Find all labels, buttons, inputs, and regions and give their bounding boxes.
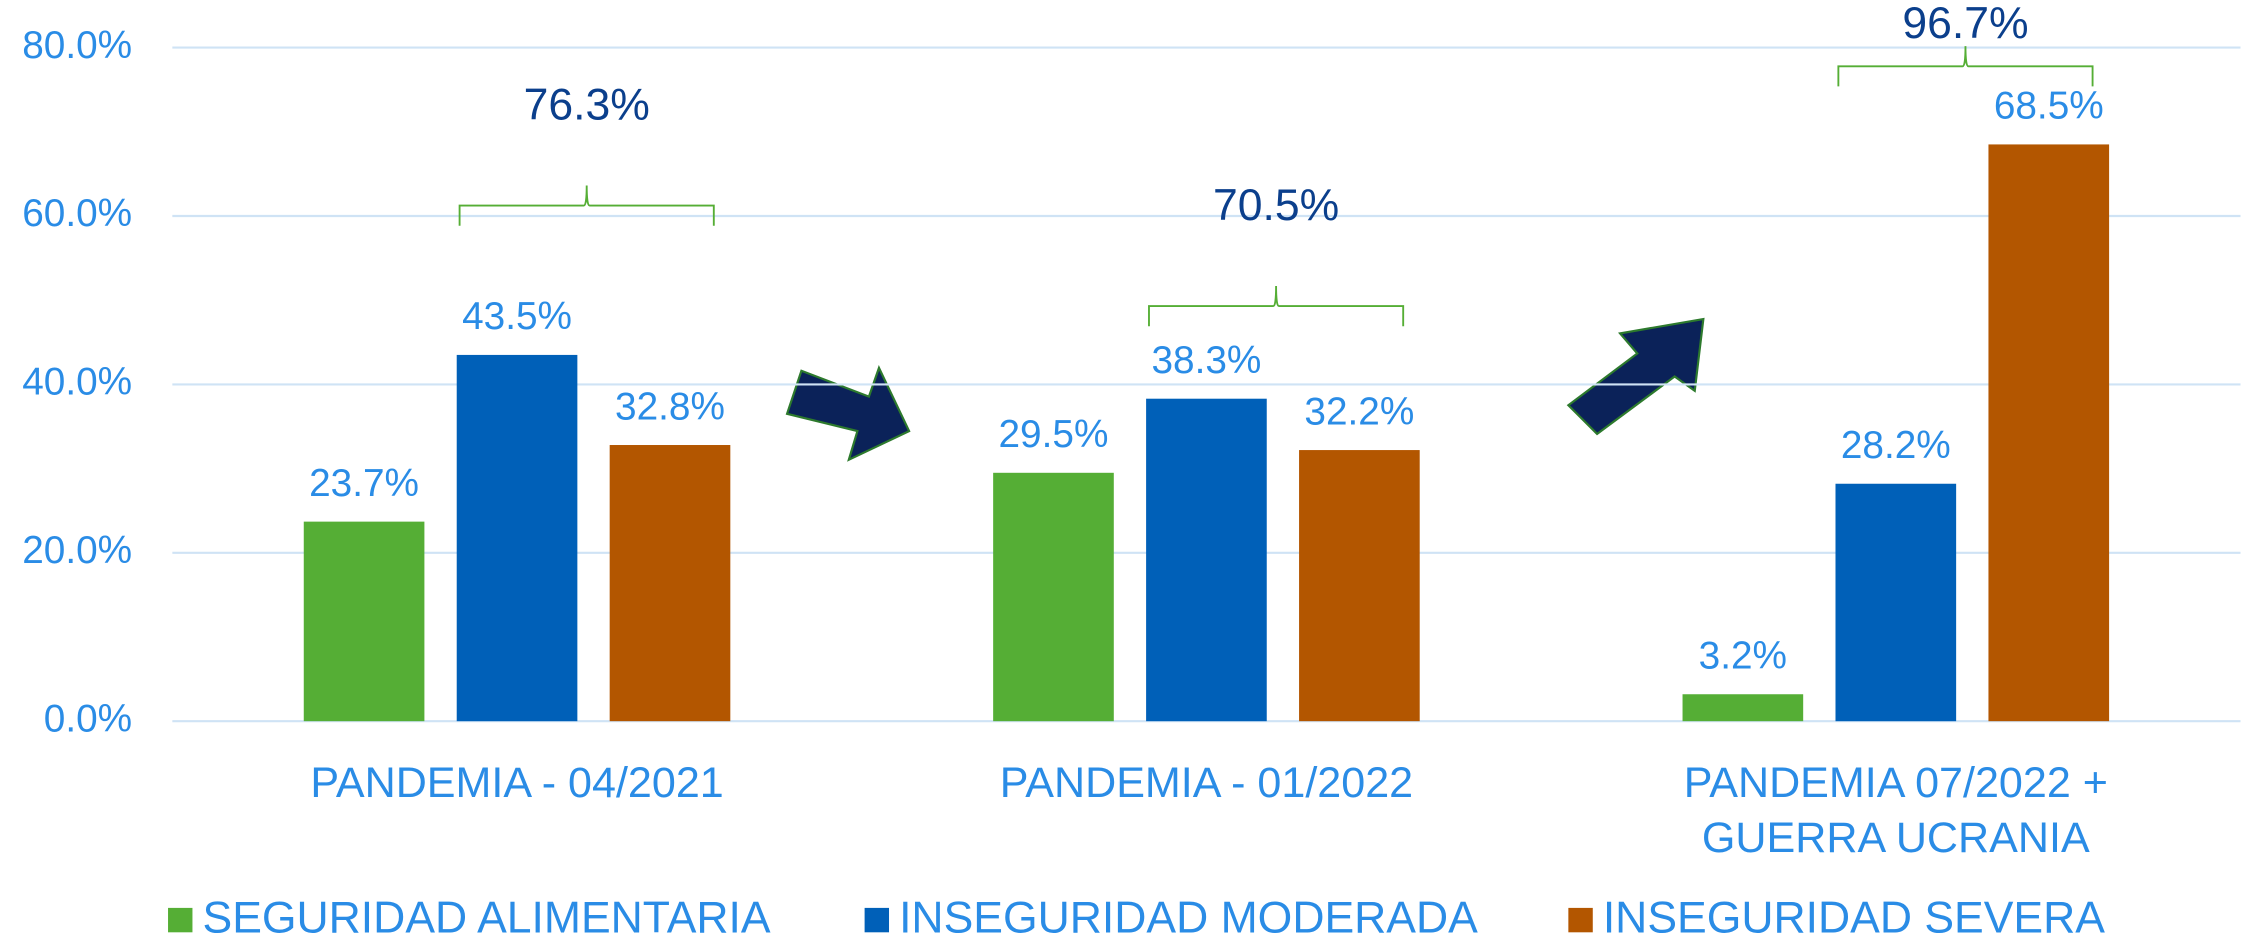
bracket xyxy=(1837,46,2094,87)
legend-label: INSEGURIDAD MODERADA xyxy=(899,894,1478,943)
y-tick-label: 0.0% xyxy=(44,697,132,740)
value-label: 28.2% xyxy=(1841,424,1951,467)
bar xyxy=(303,521,425,722)
value-label: 43.5% xyxy=(462,295,572,338)
y-tick-label: 80.0% xyxy=(22,24,132,67)
bar xyxy=(993,472,1114,722)
value-label: 32.8% xyxy=(615,385,725,428)
bar xyxy=(1146,398,1267,722)
value-label: 23.7% xyxy=(309,462,419,505)
value-label: 29.5% xyxy=(999,413,1109,456)
y-tick-label: 40.0% xyxy=(22,361,132,404)
bar xyxy=(1299,450,1420,722)
x-tick-label: PANDEMIA 07/2022 + xyxy=(1684,759,2108,807)
y-tick-label: 20.0% xyxy=(22,529,132,572)
value-label: 38.3% xyxy=(1151,339,1261,382)
bar xyxy=(1988,144,2110,722)
legend-label: INSEGURIDAD SEVERA xyxy=(1603,894,2105,943)
bar xyxy=(1682,694,1804,722)
group-total: 96.7% xyxy=(1902,0,2028,48)
value-label: 68.5% xyxy=(1994,85,2104,128)
trend-arrow xyxy=(785,365,911,462)
legend-swatch xyxy=(1568,907,1593,933)
legend-swatch xyxy=(168,907,193,933)
legend-swatch xyxy=(864,907,890,933)
x-tick-label: PANDEMIA - 04/2021 xyxy=(310,759,723,807)
bar xyxy=(1835,483,1957,722)
bar xyxy=(456,354,578,722)
legend-label: SEGURIDAD ALIMENTARIA xyxy=(203,894,771,943)
x-tick-label: PANDEMIA - 01/2022 xyxy=(1000,759,1413,807)
y-tick-label: 60.0% xyxy=(22,192,132,235)
value-label: 32.2% xyxy=(1304,390,1414,433)
value-label: 3.2% xyxy=(1699,635,1787,678)
x-tick-label: GUERRA UCRANIA xyxy=(1702,814,2090,862)
group-total: 76.3% xyxy=(524,81,650,130)
group-total: 70.5% xyxy=(1213,181,1339,230)
bracket xyxy=(458,185,715,226)
bar xyxy=(609,445,731,722)
trend-arrow xyxy=(1566,317,1705,436)
plot: 0.0% 20.0% 40.0% 60.0% 80.0% PANDEMIA - 04/20… xyxy=(22,0,2241,943)
bracket xyxy=(1148,286,1405,327)
